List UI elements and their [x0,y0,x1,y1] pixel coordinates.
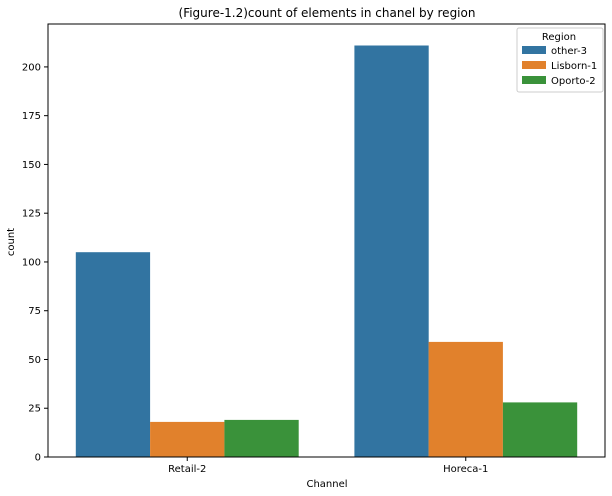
bars-layer [75,45,578,457]
bar-other-3-retail-2 [75,252,151,457]
legend-label: Lisborn-1 [551,61,597,72]
legend: Region other-3 Lisborn-1 Oporto-2 [516,27,604,93]
axes-layer: Retail-2 Horeca-1 0 25 50 75 100 125 150 175 200 [22,23,606,475]
legend-swatch [522,61,546,69]
y-tick-label: 150 [22,160,41,171]
y-axis-label: count [6,228,17,256]
bar-oporto-2-retail-2 [224,419,299,457]
x-axis-label: Channel [306,479,347,490]
plot-frame [47,23,606,458]
bar-lisborn-1-horeca-1 [428,341,503,457]
x-tick-label: Retail-2 [168,464,206,475]
legend-title: Region [542,32,576,43]
y-tick-label: 50 [28,355,41,366]
y-tick-label: 75 [28,306,41,317]
y-tick-label: 100 [22,257,41,268]
legend-label: other-3 [551,46,587,57]
bar-oporto-2-horeca-1 [502,402,578,457]
legend-label: Oporto-2 [551,76,596,87]
y-tick-label: 125 [22,209,41,220]
y-tick-label: 25 [28,404,41,415]
y-tick-label: 200 [22,62,41,73]
legend-swatch [522,46,546,54]
legend-swatch [522,76,546,84]
chart-title: (Figure-1.2)count of elements in chanel … [179,6,476,20]
bar-other-3-horeca-1 [354,45,429,457]
y-tick-label: 0 [35,453,41,464]
x-tick-label: Horeca-1 [443,464,488,475]
bar-lisborn-1-retail-2 [150,421,225,457]
y-tick-label: 175 [22,111,41,122]
